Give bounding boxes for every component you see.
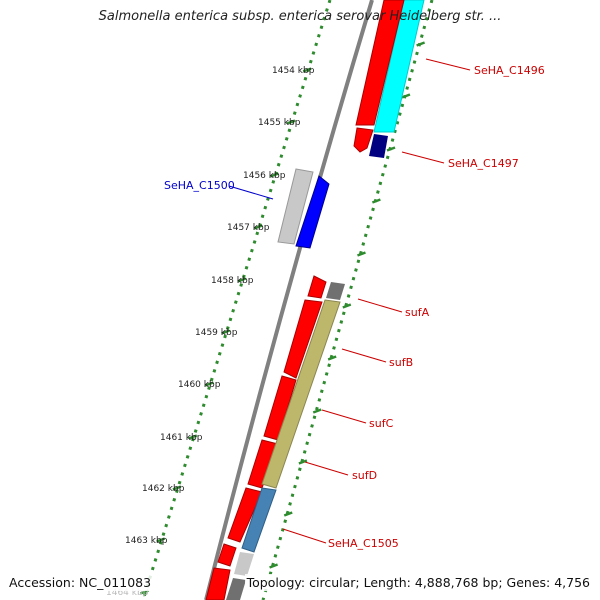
leader-sufD <box>304 461 349 476</box>
leader-1497 <box>401 151 445 164</box>
outer-major-tick <box>416 41 426 47</box>
cds-blue-1500 <box>295 175 330 249</box>
outer-major-tick <box>386 146 396 152</box>
outer-major-tick <box>357 251 366 257</box>
cog-gray-bottom <box>234 552 254 576</box>
inner-major-tick <box>237 277 247 283</box>
outer-major-tick <box>401 93 411 99</box>
kbp-label-1461: 1461 kbp <box>160 433 203 443</box>
cds-red-sufB <box>283 299 323 379</box>
inner-major-tick <box>140 589 149 595</box>
outer-major-tick <box>342 303 352 309</box>
cog-olive-block <box>261 299 341 489</box>
gene-label-1505: SeHA_C1505 <box>328 537 399 550</box>
leader-sufB <box>341 348 387 363</box>
cds-red-small <box>353 127 374 153</box>
leader-sufC <box>321 409 367 424</box>
outer-major-tick <box>298 459 308 465</box>
cds-red-1496 <box>355 0 405 126</box>
leader-1500 <box>228 185 274 200</box>
kbp-label-1457: 1457 kbp <box>227 223 270 233</box>
inner-major-tick <box>204 381 214 387</box>
kbp-label-1456: 1456 kbp <box>243 171 286 181</box>
gene-label-sufB: sufB <box>389 356 413 369</box>
kbp-label-1463: 1463 kbp <box>125 536 168 546</box>
inner-major-tick <box>286 119 296 125</box>
inner-major-tick <box>172 485 182 491</box>
kbp-ticks <box>140 41 426 595</box>
inner-major-tick <box>188 434 198 440</box>
cog-gray-block <box>277 168 314 245</box>
leader-sufA <box>357 298 403 313</box>
gene-label-1497: SeHA_C1497 <box>448 157 519 170</box>
cds-red-small-2 <box>217 543 237 567</box>
inner-dotted-ruler <box>141 0 332 600</box>
leader-1505 <box>282 528 327 544</box>
gene-label-1500: SeHA_C1500 <box>164 179 235 192</box>
outer-major-tick <box>327 355 337 361</box>
gene-label-sufD: sufD <box>352 469 377 482</box>
inner-major-tick <box>221 329 230 335</box>
kbp-label-1458: 1458 kbp <box>211 276 254 286</box>
backbone <box>204 0 374 600</box>
cds-red-sufA <box>307 275 327 299</box>
outer-major-tick <box>312 408 322 414</box>
inner-major-tick <box>302 67 312 73</box>
gene-label-sufC: sufC <box>369 417 394 430</box>
accession-text: Accession: NC_011083 <box>7 574 154 591</box>
cog-dark-bottom <box>226 578 246 600</box>
inner-major-tick <box>156 537 166 543</box>
cds-red-bottom <box>205 567 231 600</box>
topology-text: Topology: circular; Length: 4,888,768 bp… <box>244 574 592 591</box>
cog-navy-block <box>369 134 388 158</box>
gene-label-1496: SeHA_C1496 <box>474 64 545 77</box>
outer-major-tick <box>371 198 381 204</box>
outer-dotted-ruler <box>261 0 434 600</box>
inner-major-tick <box>270 172 279 178</box>
kbp-label-1455: 1455 kbp <box>258 118 301 128</box>
kbp-label-1459: 1459 kbp <box>195 328 238 338</box>
genome-title: Salmonella enterica subsp. enterica sero… <box>98 9 502 24</box>
leader-1496 <box>425 58 471 71</box>
cog-cyan-block <box>373 0 425 133</box>
inner-major-tick <box>253 224 263 230</box>
cog-steel-block <box>241 487 277 553</box>
gene-label-sufA: sufA <box>405 306 430 319</box>
outer-major-tick <box>269 563 279 569</box>
kbp-label-1454: 1454 kbp <box>272 66 315 76</box>
kbp-label-1462: 1462 kbp <box>142 484 185 494</box>
outer-major-tick <box>283 511 293 517</box>
cog-dark-block <box>326 282 345 300</box>
cds-red-1505 <box>227 487 263 543</box>
kbp-label-1460: 1460 kbp <box>178 380 221 390</box>
kbp-label-1464: 1464 kbp <box>106 588 149 598</box>
